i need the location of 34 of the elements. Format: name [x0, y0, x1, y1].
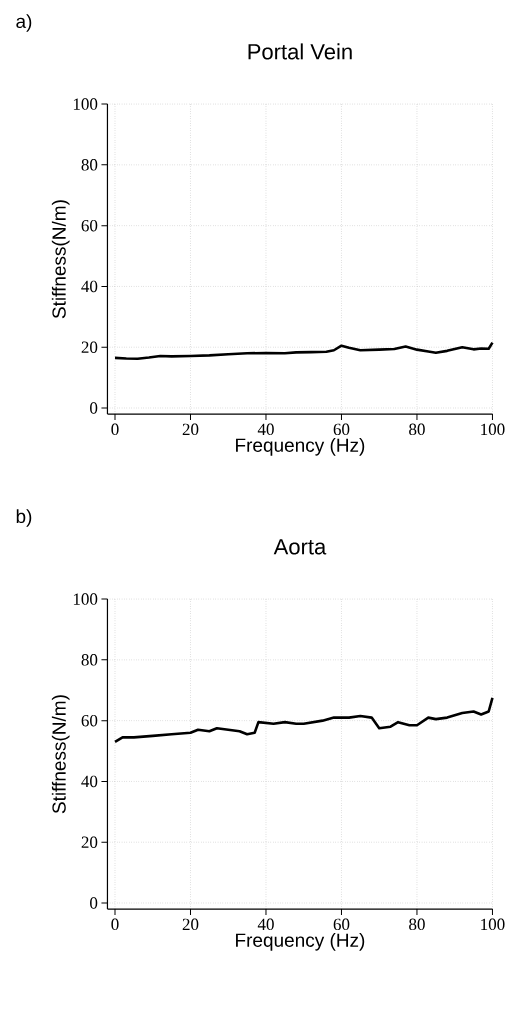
- x-tick-label: 40: [257, 423, 274, 436]
- x-tick-label: 80: [409, 918, 425, 931]
- x-tick-label: 80: [409, 423, 425, 436]
- line-series: [113, 341, 494, 361]
- x-tick-label: 100: [481, 918, 505, 931]
- y-tick-label: 20: [81, 341, 98, 353]
- y-tick-label: 40: [81, 775, 98, 788]
- x-tick-label: 20: [182, 918, 199, 931]
- y-axis-title: Stiffness(N/m): [51, 200, 70, 319]
- chart-title: Portal Vein: [248, 43, 352, 60]
- y-tick-label: 100: [73, 98, 98, 110]
- y-tick-label: 20: [81, 836, 98, 848]
- y-tick-label: 100: [73, 593, 98, 605]
- x-tick-label: 100: [481, 423, 505, 436]
- chart-title: Aorta: [273, 539, 327, 555]
- x-tick-label: 60: [333, 918, 350, 931]
- x-tick-label: 60: [333, 423, 350, 436]
- y-tick-label: 0: [90, 897, 98, 909]
- y-tick-label: 0: [90, 402, 98, 414]
- x-tick-label: 0: [111, 918, 119, 931]
- x-tick-label: 20: [182, 423, 199, 436]
- x-tick-label: 40: [257, 918, 274, 931]
- x-axis-title: Frequency (Hz): [236, 932, 365, 951]
- line-series: [113, 696, 494, 744]
- y-axis-title: Stiffness(N/m): [51, 695, 70, 814]
- text: b): [16, 509, 32, 527]
- y-tick-label: 80: [81, 654, 98, 666]
- x-tick-label: 0: [111, 423, 119, 436]
- y-tick-label: 60: [81, 714, 98, 727]
- y-tick-label: 80: [81, 159, 98, 171]
- x-axis-title: Frequency (Hz): [236, 437, 365, 456]
- y-tick-label: 40: [81, 280, 98, 293]
- y-tick-label: 60: [81, 219, 98, 232]
- text: a): [16, 14, 32, 32]
